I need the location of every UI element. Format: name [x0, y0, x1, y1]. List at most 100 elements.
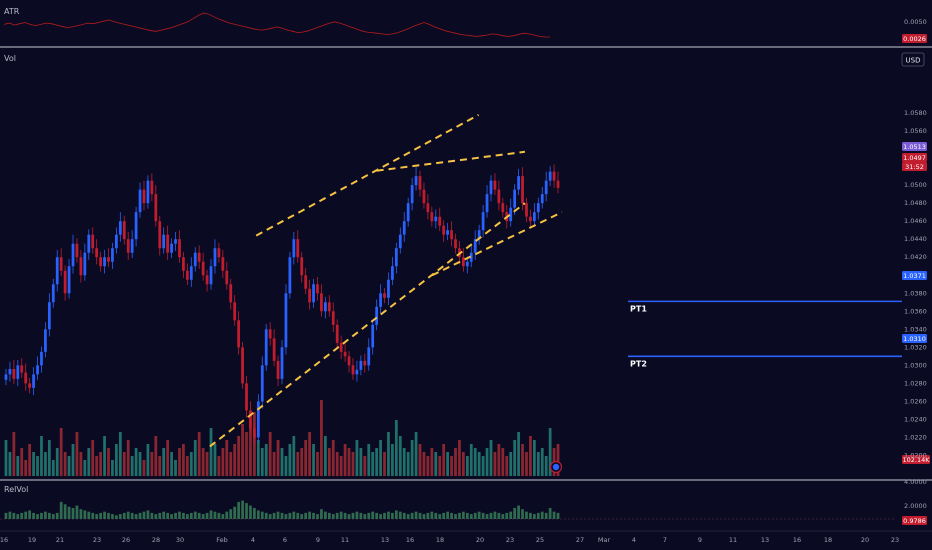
volume-bar	[422, 452, 426, 476]
price-axis[interactable]: 1.05801.05601.05401.05201.05001.04801.04…	[902, 109, 927, 459]
volume-bar	[174, 460, 177, 476]
relvol-bar	[32, 512, 35, 519]
relvol-bar	[189, 512, 193, 519]
relvol-bar	[454, 514, 457, 519]
trendline[interactable]	[376, 150, 526, 172]
volume-bar	[323, 436, 327, 476]
atr-line	[3, 12, 550, 38]
volume-bar	[158, 456, 162, 476]
candle-body	[434, 216, 438, 222]
relvol-bar	[205, 512, 209, 519]
relvol-bar	[256, 510, 260, 519]
time-axis-tick: 30	[176, 536, 184, 544]
trendline[interactable]	[209, 202, 526, 448]
volume-bar	[469, 444, 473, 476]
candle-body	[442, 225, 446, 235]
trendlines[interactable]	[209, 113, 563, 448]
volume-bar	[146, 444, 150, 476]
relvol-bar	[398, 511, 402, 519]
candle-body	[95, 248, 99, 258]
volume-bar	[335, 452, 339, 476]
atr-axis-tick: 0.0050	[904, 18, 927, 26]
relvol-bar	[517, 505, 520, 519]
candle-body	[36, 365, 39, 375]
volume-bar	[264, 444, 268, 476]
volume-bar	[67, 456, 71, 476]
volume-bar	[489, 440, 493, 476]
time-axis-tick: 25	[536, 536, 544, 544]
atr-price-axis[interactable]: 0.0050 0.0026	[902, 18, 927, 43]
price-axis-tick: 1.0380	[904, 289, 927, 297]
volume-bar	[331, 440, 335, 476]
volume-bar	[280, 448, 284, 476]
currency-badge[interactable]: USD	[901, 52, 925, 67]
target-levels[interactable]: PT1 PT2	[628, 300, 902, 368]
candle-body	[221, 257, 225, 271]
relvol-bar	[24, 511, 28, 519]
relvol-bar	[489, 512, 493, 519]
volume-bar	[162, 448, 166, 476]
time-axis-tick: 4	[632, 536, 636, 544]
candle-body	[406, 203, 410, 222]
relvol-pane[interactable]: RelVol 4.0000 2.0000 0.9786	[0, 478, 927, 525]
relvol-bar	[379, 514, 382, 519]
relvol-bar	[201, 514, 205, 519]
trendline[interactable]	[255, 113, 480, 237]
candle-body	[126, 239, 130, 253]
relvol-axis[interactable]: 4.0000 2.0000 0.9786	[902, 478, 927, 525]
volume-bar	[540, 448, 544, 476]
price-axis-tick: 1.0240	[904, 415, 927, 423]
time-axis-tick: 11	[341, 536, 349, 544]
volume-bar	[213, 444, 217, 476]
relvol-bar	[233, 506, 237, 519]
relvol-bar	[331, 514, 335, 519]
volume-bar	[36, 456, 39, 476]
candle-body	[544, 180, 548, 195]
time-axis[interactable]: 16 19 21 23 26 28 30 Feb 4 6 9 11 13 16 18 20 23 25 27 Mar 4…	[0, 536, 899, 544]
candle-body	[245, 383, 248, 411]
relvol-bar	[351, 512, 355, 519]
time-axis-tick: 18	[824, 536, 832, 544]
volume-bar	[438, 456, 442, 476]
relvol-bar	[501, 514, 505, 519]
relvol-bar	[51, 514, 55, 519]
volume-bar	[63, 452, 67, 476]
relvol-bar	[521, 509, 524, 519]
time-axis-tick: 4	[251, 536, 255, 544]
alert-marker-icon[interactable]	[549, 460, 563, 474]
candle-body	[532, 212, 536, 222]
relvol-bar	[355, 511, 359, 519]
relvol-bar	[253, 507, 256, 519]
candle-body	[16, 365, 20, 379]
price-axis-tick: 1.0500	[904, 181, 927, 189]
relvol-bar	[122, 512, 126, 519]
candle-body	[134, 212, 138, 240]
volume-bar	[292, 436, 296, 476]
volume-bar	[355, 440, 359, 476]
relvol-bar	[158, 512, 162, 519]
relvol-bar	[67, 506, 71, 519]
candle-body	[379, 293, 382, 307]
relvol-bar	[320, 509, 323, 519]
time-axis-tick: 21	[56, 536, 64, 544]
time-axis-tick: 23	[506, 536, 514, 544]
time-axis-tick: 23	[93, 536, 101, 544]
trendline[interactable]	[431, 211, 563, 277]
relvol-bar	[343, 512, 347, 519]
relvol-pane-label: RelVol	[4, 485, 28, 494]
volume-bar	[245, 432, 248, 476]
atr-pane[interactable]: ATR 0.0050 0.0026	[3, 7, 927, 43]
volume-bar	[465, 456, 469, 476]
price-axis-tick: 1.0560	[904, 127, 927, 135]
candle-body	[118, 221, 122, 235]
relvol-bar	[391, 512, 394, 519]
price-tag-label: 1.0497	[903, 154, 926, 162]
relvol-bar	[36, 514, 39, 519]
price-tag-label: 31:52	[905, 163, 924, 171]
relvol-bar	[28, 510, 32, 519]
candle-body	[450, 230, 453, 240]
candle-body	[308, 288, 311, 303]
relvol-bar	[12, 512, 16, 519]
